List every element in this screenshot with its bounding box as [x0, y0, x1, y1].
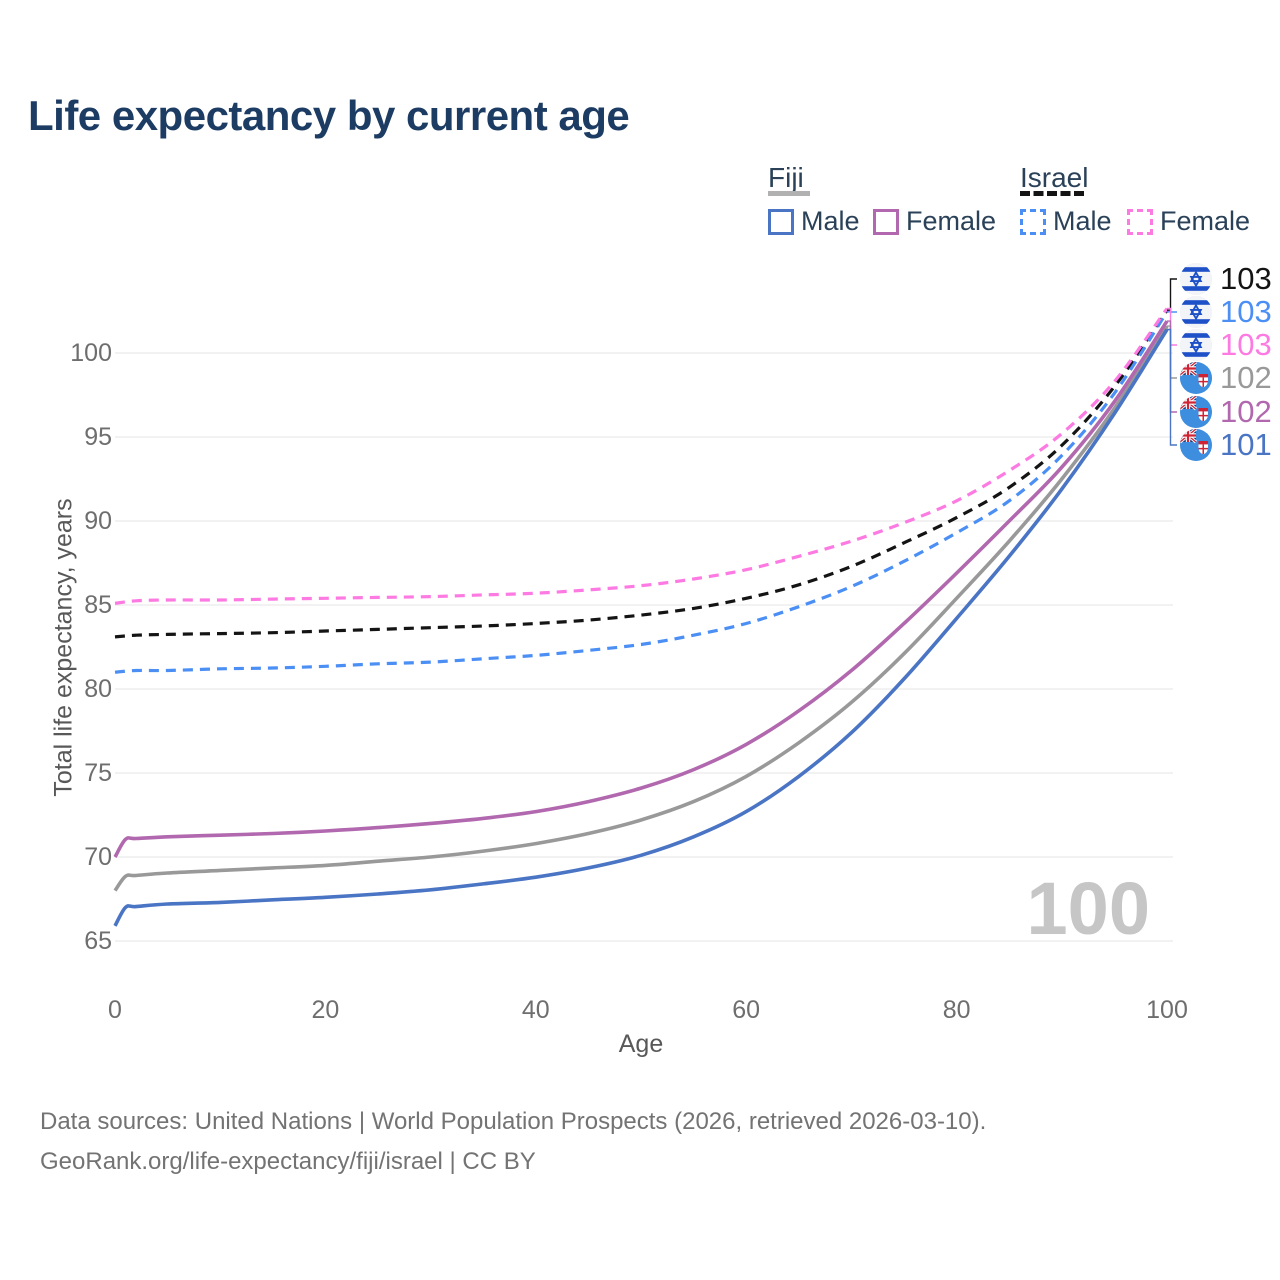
- y-tick-label-95: 95: [84, 423, 112, 451]
- x-tick-label-40: 40: [521, 996, 550, 1024]
- israel-female-swatch-icon: [1127, 208, 1153, 235]
- end-label-value: 103: [1220, 327, 1272, 362]
- legend-group-fiji-label[interactable]: Fiji: [768, 162, 804, 193]
- end-label-israel-total: 103: [1180, 261, 1272, 296]
- end-label-value: 102: [1220, 360, 1272, 395]
- fiji-flag-icon: [1180, 429, 1212, 461]
- end-label-fiji-total: 102: [1180, 360, 1272, 395]
- series-line-israel-male[interactable]: [114, 310, 1169, 674]
- y-tick-label-85: 85: [84, 591, 112, 619]
- y-tick-label-100: 100: [70, 339, 112, 367]
- x-tick-label-60: 60: [732, 996, 761, 1024]
- israel-flag-icon: [1180, 263, 1212, 295]
- leader-line-fiji-female: [1167, 320, 1177, 413]
- israel-flag-icon: [1180, 329, 1212, 361]
- y-tick-label-90: 90: [84, 507, 112, 535]
- end-label-value: 103: [1220, 261, 1272, 296]
- series-line-fiji-total[interactable]: [113, 325, 1169, 892]
- legend-group-israel-label[interactable]: Israel: [1020, 162, 1089, 193]
- y-tick-label-65: 65: [84, 927, 112, 955]
- legend-item-fiji-male[interactable]: Male: [768, 206, 860, 237]
- series-line-fiji-male[interactable]: [113, 328, 1169, 927]
- page-title: Life expectancy by current age: [28, 92, 630, 139]
- watermark-age-number: 100: [1026, 867, 1150, 950]
- leader-line-israel-total: [1167, 278, 1177, 311]
- fiji-female-swatch-icon: [873, 208, 899, 235]
- footer-data-sources: Data sources: United Nations | World Pop…: [40, 1108, 987, 1135]
- legend-item-label: Female: [1160, 206, 1251, 236]
- end-label-israel-male: 103: [1180, 294, 1272, 329]
- x-tick-label-0: 0: [108, 996, 122, 1024]
- israel-flag-icon: [1180, 296, 1212, 328]
- legend-israel-total-line-swatch[interactable]: [1020, 191, 1084, 196]
- israel-male-swatch-icon: [1020, 208, 1046, 235]
- y-tick-label-70: 70: [84, 843, 112, 871]
- series-line-israel-total[interactable]: [114, 309, 1169, 639]
- legend-item-israel-male[interactable]: Male: [1020, 206, 1112, 237]
- series-line-israel-female[interactable]: [114, 307, 1169, 605]
- legend-item-israel-female[interactable]: Female: [1127, 206, 1250, 237]
- y-tick-label-80: 80: [84, 675, 112, 703]
- x-axis-title: Age: [618, 1030, 664, 1058]
- end-label-value: 102: [1220, 394, 1272, 429]
- end-label-value: 103: [1220, 294, 1272, 329]
- leader-line-fiji-male: [1167, 328, 1177, 446]
- x-tick-label-20: 20: [311, 996, 340, 1024]
- series-line-fiji-female[interactable]: [113, 320, 1169, 858]
- footer-attribution-link: GeoRank.org/life-expectancy/fiji/israel …: [40, 1148, 536, 1175]
- leader-line-fiji-total: [1167, 325, 1177, 379]
- legend-item-label: Male: [801, 206, 860, 236]
- fiji-flag-icon: [1180, 362, 1212, 394]
- legend-item-fiji-female[interactable]: Female: [873, 206, 996, 237]
- legend-item-label: Male: [1053, 206, 1112, 236]
- legend-fiji-total-line-swatch[interactable]: [768, 191, 810, 196]
- end-label-israel-female: 103: [1180, 327, 1272, 362]
- fiji-male-swatch-icon: [768, 208, 794, 235]
- y-tick-label-75: 75: [84, 759, 112, 787]
- x-tick-label-80: 80: [942, 996, 971, 1024]
- end-label-value: 101: [1220, 427, 1272, 462]
- end-label-fiji-male: 101: [1180, 427, 1272, 462]
- x-tick-label-100: 100: [1146, 996, 1188, 1024]
- fiji-flag-icon: [1180, 396, 1212, 428]
- end-label-fiji-female: 102: [1180, 394, 1272, 429]
- legend-item-label: Female: [906, 206, 997, 236]
